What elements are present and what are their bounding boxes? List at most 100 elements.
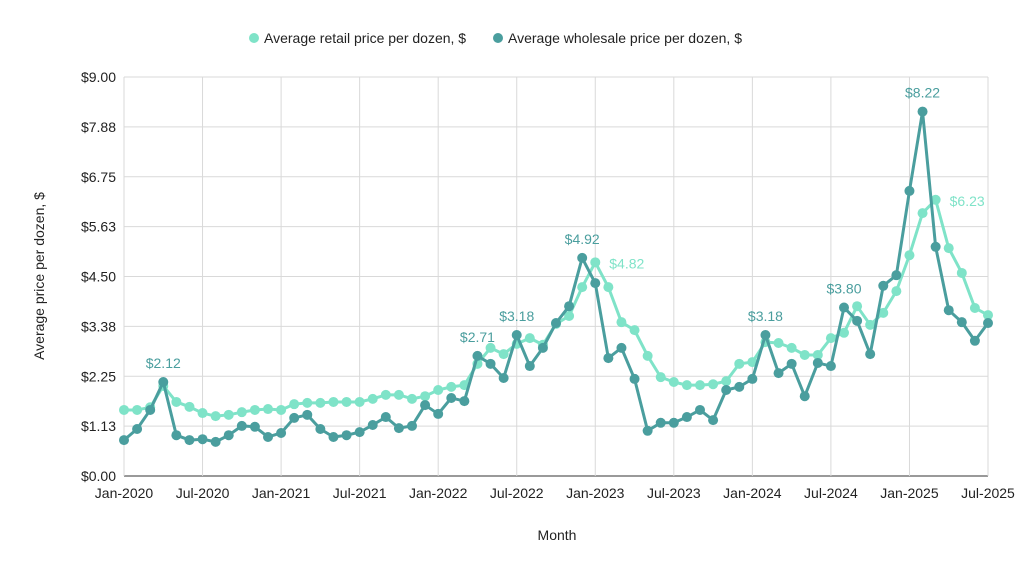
data-point [511,330,522,341]
data-point [263,431,273,442]
data-point [184,401,195,412]
legend-marker-retail [249,33,259,43]
data-point [328,396,339,407]
x-tick-label: Jan-2020 [95,485,154,501]
data-point [498,373,509,384]
data-point [132,404,143,415]
data-point [904,185,915,196]
data-point [171,396,182,407]
x-tick-label: Jan-2023 [566,485,625,501]
data-point [969,335,980,346]
data-point [328,431,339,442]
data-point [145,404,156,415]
data-point [446,392,457,403]
data-point [773,338,784,348]
data-label: $2.12 [146,355,181,371]
data-point [825,333,836,344]
data-point [367,393,378,404]
data-point [668,377,679,388]
y-tick-label: $9.00 [81,69,116,85]
data-point [433,384,444,395]
data-point [302,397,313,408]
x-tick-label: Jul-2021 [333,485,387,501]
data-point [485,342,496,353]
data-point [956,267,967,278]
y-tick-label: $3.38 [81,318,116,334]
data-point [236,407,247,418]
data-point [852,301,863,312]
data-point [276,404,287,415]
data-point [891,270,902,281]
x-tick-label: Jan-2024 [723,485,782,501]
data-point [197,434,208,445]
data-point [590,278,601,289]
data-point [210,411,221,422]
data-point [799,349,810,360]
data-point [812,357,823,368]
legend: Average retail price per dozen, $ Averag… [249,30,742,46]
data-point [223,409,234,420]
data-point [341,396,352,407]
data-point [236,420,247,431]
data-point [904,250,915,261]
legend-label-wholesale: Average wholesale price per dozen, $ [508,30,742,46]
data-point [603,282,614,293]
data-point [341,430,352,441]
data-point [302,409,313,420]
x-tick-label: Jul-2025 [961,485,1015,501]
data-point [197,408,208,419]
data-point [564,301,575,312]
data-point [551,318,561,329]
data-point [983,310,993,321]
data-point [865,319,876,330]
data-point [315,397,326,408]
x-tick-label: Jul-2023 [647,485,701,501]
data-point [642,425,653,436]
data-point [839,327,849,338]
data-point [393,389,404,400]
data-point [629,373,640,384]
x-tick-label: Jan-2022 [409,485,468,501]
data-point [917,208,928,219]
data-point [616,317,627,328]
data-point [276,427,287,438]
data-point [642,350,653,361]
data-label: $2.71 [460,329,495,345]
data-point [380,412,391,423]
data-point [852,315,863,326]
data-point [590,257,601,268]
data-point [943,305,954,316]
data-point [708,379,719,390]
x-tick-label: Jul-2024 [804,485,858,501]
data-point [786,358,797,369]
data-point [171,430,182,441]
data-point [524,361,535,372]
data-point [878,307,889,318]
data-point [132,424,143,435]
y-tick-label: $6.75 [81,169,116,185]
data-point [119,404,129,415]
data-point [498,349,509,360]
data-label: $4.82 [609,255,644,271]
series-wholesale [119,106,993,447]
data-point [655,372,666,383]
data-point [983,318,993,329]
data-point [734,358,745,369]
data-point [315,424,326,435]
x-tick-label: Jan-2025 [880,485,939,501]
data-point [524,333,535,344]
data-point [812,349,823,360]
y-tick-label: $2.25 [81,368,116,384]
data-point [956,317,967,328]
data-label: $6.23 [950,193,985,209]
data-point [380,389,391,400]
data-point [825,361,836,372]
x-tick-label: Jan-2021 [252,485,311,501]
data-point [930,241,941,252]
data-point [537,342,548,353]
data-point [655,417,666,428]
data-point [629,325,640,336]
data-point [734,381,745,392]
legend-marker-wholesale [493,33,503,43]
data-point [891,286,902,297]
